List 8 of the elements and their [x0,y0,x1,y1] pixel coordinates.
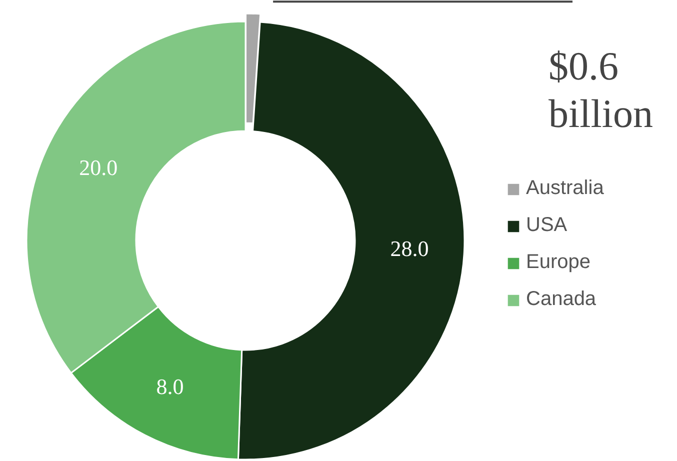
data-label: $0.6 billion [548,44,653,136]
legend-label: USA [526,214,568,237]
legend-label: Australia [526,177,604,200]
data-label: 8.0 [156,374,184,399]
legend-label: Europe [526,251,590,274]
data-label: 20.0 [79,154,118,180]
legend-label: Canada [526,288,596,311]
data-label: 28.0 [390,236,429,262]
